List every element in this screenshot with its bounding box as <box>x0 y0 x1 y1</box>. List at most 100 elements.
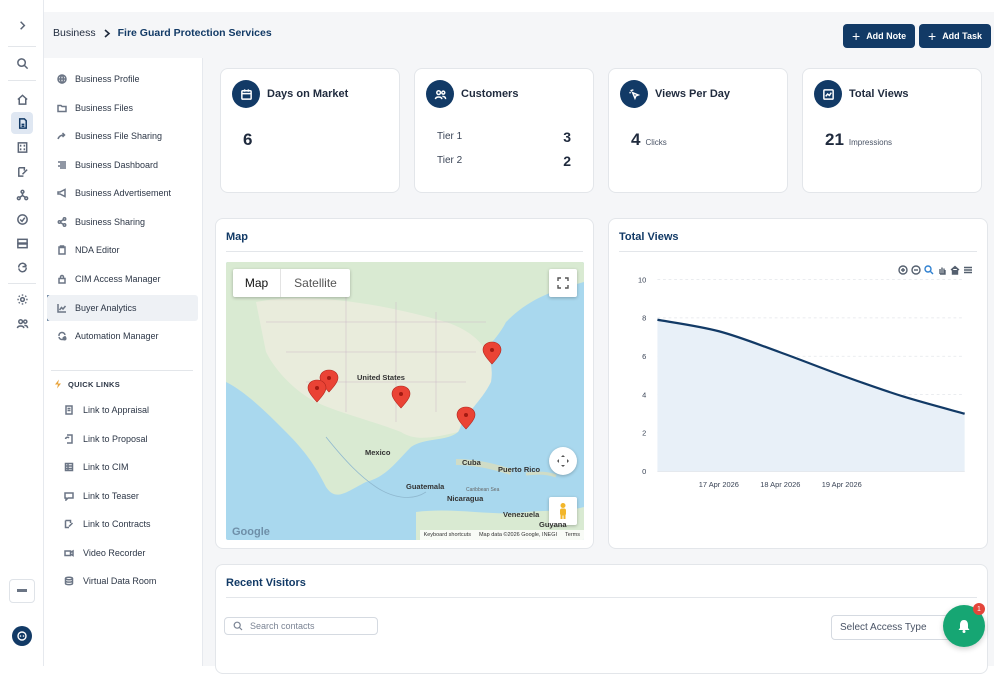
users-icon[interactable] <box>11 312 33 334</box>
quick-link-contracts[interactable]: Link to Contracts <box>64 514 151 534</box>
add-task-label: Add Task <box>942 31 983 41</box>
sidebar-item-label: Business Sharing <box>75 217 146 227</box>
sidebar-item-business-sharing[interactable]: Business Sharing <box>47 209 198 235</box>
map-tab[interactable]: Map <box>233 269 281 297</box>
rail-divider <box>8 80 36 81</box>
sidebar-item-nda-editor[interactable]: NDA Editor <box>47 237 198 263</box>
network-icon[interactable] <box>11 184 33 206</box>
quick-link-virtual-data-room[interactable]: Virtual Data Room <box>64 571 156 591</box>
total-views-chart: 0 2 4 6 8 10 17 Apr 2026 18 Apr 2026 19 Apr 2026 <box>638 275 965 489</box>
collapse-panel-icon[interactable] <box>9 579 35 603</box>
sidebar-item-label: Business File Sharing <box>75 131 163 141</box>
kpi-title: Days on Market <box>267 88 349 100</box>
sidebar-item-business-file-sharing[interactable]: Business File Sharing <box>47 123 198 149</box>
recent-visitors-card: Recent Visitors Search contacts Select A… <box>215 564 988 674</box>
pan-control-icon[interactable] <box>549 447 577 475</box>
sync-icon[interactable] <box>11 256 33 278</box>
reset-home-icon[interactable] <box>950 265 960 275</box>
sidebar-item-label: Automation Manager <box>75 331 159 341</box>
expand-chevron-icon[interactable] <box>11 14 33 36</box>
map-pin-marker <box>391 385 411 409</box>
kpi-title: Customers <box>461 88 519 100</box>
search-contacts-input[interactable]: Search contacts <box>224 617 378 635</box>
sidebar-item-label: Business Advertisement <box>75 188 172 198</box>
zoom-out-icon[interactable] <box>911 265 921 275</box>
map-card: Map Map Satellite United States Mexico C… <box>215 218 594 549</box>
add-note-button[interactable]: + Add Note <box>843 24 916 48</box>
fullscreen-icon[interactable] <box>549 269 577 297</box>
add-task-button[interactable]: + Add Task <box>919 24 992 48</box>
quick-link-label: Video Recorder <box>83 548 146 558</box>
map-attribution: Keyboard shortcuts Map data ©2026 Google… <box>419 530 584 540</box>
map-label-cuba: Cuba <box>462 458 481 467</box>
kpi-number: 4 <box>631 130 641 149</box>
sidebar-item-cim-access-manager[interactable]: CIM Access Manager <box>47 266 198 292</box>
sidebar-item-business-dashboard[interactable]: Business Dashboard <box>47 152 198 178</box>
map-label-guatemala: Guatemala <box>406 482 445 491</box>
plus-icon: + <box>928 28 937 44</box>
map-label-mexico: Mexico <box>365 448 391 457</box>
add-note-label: Add Note <box>866 31 907 41</box>
quick-link-label: Link to Contracts <box>83 519 151 529</box>
x-tick-label: 17 Apr 2026 <box>699 480 739 489</box>
database-icon <box>64 576 74 586</box>
y-tick-label: 6 <box>642 352 646 361</box>
quick-link-proposal[interactable]: Link to Proposal <box>64 429 148 449</box>
map-pin-marker <box>307 379 327 403</box>
bell-icon <box>958 620 970 633</box>
section-divider <box>619 251 977 252</box>
breadcrumb: Business Fire Guard Protection Services <box>53 27 272 39</box>
lightning-icon <box>55 379 61 389</box>
server-icon[interactable] <box>11 232 33 254</box>
sidebar-item-business-profile[interactable]: Business Profile <box>47 66 198 92</box>
zoom-select-icon[interactable] <box>924 265 934 275</box>
sidebar-item-buyer-analytics[interactable]: Buyer Analytics <box>47 295 198 321</box>
menu-icon[interactable] <box>963 265 973 275</box>
search-icon[interactable] <box>11 52 33 74</box>
breadcrumb-parent[interactable]: Business <box>53 27 96 39</box>
search-icon <box>233 621 243 631</box>
quick-link-video-recorder[interactable]: Video Recorder <box>64 543 145 563</box>
sidebar-item-business-advertisement[interactable]: Business Advertisement <box>47 180 198 206</box>
business-icon[interactable] <box>11 112 33 134</box>
breadcrumb-current: Fire Guard Protection Services <box>117 27 272 39</box>
share-arrow-icon <box>57 131 67 141</box>
map-label-puerto-rico: Puerto Rico <box>498 465 541 474</box>
kpi-card-views-per-day: Views Per Day 4 Clicks <box>608 68 788 193</box>
assistant-bot-icon[interactable] <box>12 626 32 646</box>
access-type-placeholder: Select Access Type <box>840 622 927 633</box>
area-fill <box>657 319 965 472</box>
plus-icon: + <box>852 28 861 44</box>
keyboard-shortcuts-link[interactable]: Keyboard shortcuts <box>423 532 471 538</box>
quick-link-appraisal[interactable]: Link to Appraisal <box>64 400 149 420</box>
satellite-tab[interactable]: Satellite <box>294 276 337 290</box>
street-view-pegman-icon[interactable] <box>549 497 577 525</box>
quick-link-teaser[interactable]: Link to Teaser <box>64 486 139 506</box>
kpi-unit: Impressions <box>848 138 893 147</box>
pan-hand-icon[interactable] <box>937 265 947 275</box>
total-views-chart-card: Total Views 0 2 4 6 8 10 17 Apr 2026 18 Apr 202… <box>608 218 988 549</box>
megaphone-icon <box>57 188 67 198</box>
y-tick-label: 10 <box>638 275 646 284</box>
business-sidebar: Business Profile Business Files Business… <box>44 58 203 666</box>
map-label-venezuela: Venezuela <box>503 510 540 519</box>
zoom-in-icon[interactable] <box>898 265 908 275</box>
y-tick-label: 2 <box>642 429 646 438</box>
rail-divider <box>8 46 36 47</box>
sidebar-item-label: Buyer Analytics <box>75 303 137 313</box>
kpi-card-total-views: Total Views 21 Impressions <box>802 68 982 193</box>
icon-rail <box>0 0 44 666</box>
sidebar-item-automation-manager[interactable]: Automation Manager <box>47 323 198 349</box>
sidebar-item-label: Business Dashboard <box>75 160 159 170</box>
terms-link[interactable]: Terms <box>565 532 580 538</box>
building-icon[interactable] <box>11 136 33 158</box>
home-icon[interactable] <box>11 88 33 110</box>
search-placeholder: Search contacts <box>250 621 315 631</box>
settings-gear-icon[interactable] <box>11 288 33 310</box>
check-circle-icon[interactable] <box>11 208 33 230</box>
sidebar-item-business-files[interactable]: Business Files <box>47 95 198 121</box>
map-view[interactable]: Map Satellite United States Mexico Cuba … <box>226 262 584 540</box>
edit-icon[interactable] <box>11 160 33 182</box>
chart-card-title: Total Views <box>619 231 679 243</box>
quick-link-cim[interactable]: Link to CIM <box>64 457 129 477</box>
